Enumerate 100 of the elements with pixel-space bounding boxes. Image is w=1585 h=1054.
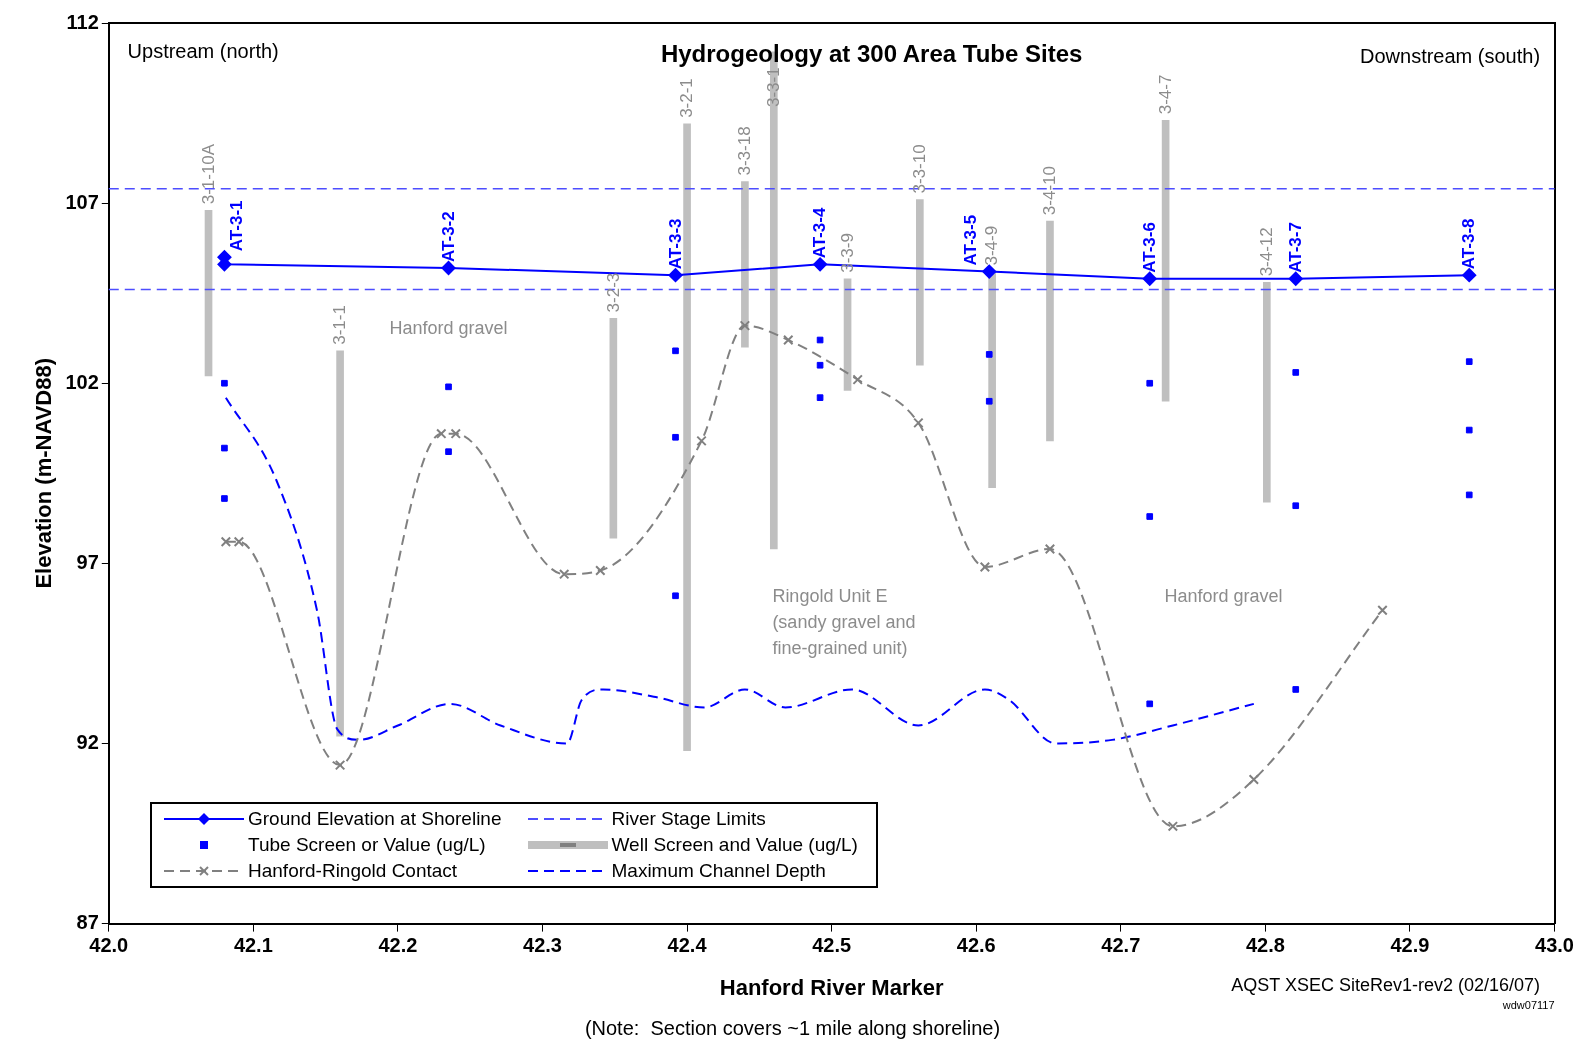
point <box>783 334 794 346</box>
bar <box>609 318 618 539</box>
annotation: 3-3-1 <box>764 67 784 108</box>
point <box>221 379 228 387</box>
text: (Note: Section covers ~1 mile along shoreline) <box>584 1017 1001 1040</box>
annotation: AT-3-5 <box>961 214 981 266</box>
point <box>1377 604 1388 616</box>
point <box>816 361 824 369</box>
annotation: 3-3-10 <box>910 144 930 194</box>
bar <box>988 271 996 489</box>
point <box>334 759 346 771</box>
legend-label: Maximum Channel Depth <box>611 860 826 882</box>
point <box>696 435 707 447</box>
annotation: 3-3-9 <box>837 233 857 273</box>
annotation: AT-3-3 <box>665 218 685 270</box>
point <box>1292 686 1300 693</box>
x-tick-label: 43.0 <box>1535 934 1575 957</box>
x-tick-label: 42.7 <box>1101 934 1141 957</box>
bar <box>1263 282 1271 503</box>
legend-label: River Stage Limits <box>611 808 766 830</box>
point <box>450 428 461 439</box>
point <box>1292 369 1300 376</box>
annotation: AT-3-6 <box>1139 222 1159 273</box>
annotation: 3-4-12 <box>1257 227 1277 277</box>
legend-label: Well Screen and Value (ug/L) <box>611 834 858 856</box>
point <box>982 264 997 279</box>
bar <box>683 123 691 752</box>
point <box>672 433 679 441</box>
point <box>221 495 228 502</box>
annotation: 3-4-10 <box>1040 165 1060 216</box>
bar <box>1161 119 1170 402</box>
annotation: Hanford gravel <box>389 318 508 339</box>
point <box>221 444 228 452</box>
y-tick-label: 92 <box>76 731 99 753</box>
bar <box>1046 220 1054 442</box>
point <box>1462 268 1477 283</box>
bar <box>204 210 213 377</box>
y-tick-label: 107 <box>65 190 99 213</box>
annotation: AT-3-1 <box>226 200 246 252</box>
point <box>985 351 993 358</box>
x-tick-label: 42.2 <box>378 934 418 957</box>
point <box>672 347 679 355</box>
x-tick-label: 42.3 <box>523 934 562 957</box>
annotation: Upstream (north) <box>127 40 279 63</box>
x-tick-label: 42.9 <box>1390 934 1430 957</box>
x-tick-label: 42.8 <box>1245 934 1285 957</box>
point <box>558 568 570 580</box>
bar <box>741 181 749 348</box>
point <box>1146 700 1154 708</box>
point <box>1146 379 1154 387</box>
x-tick-label: 42.1 <box>233 934 273 957</box>
annotation: AT-3-8 <box>1459 218 1479 270</box>
legend-label: Ground Elevation at Shoreline <box>248 808 502 830</box>
annotation: 3-4-7 <box>1155 74 1175 115</box>
point <box>1142 271 1157 286</box>
legend-label: Hanford-Ringold Contact <box>248 860 458 882</box>
annotation: Downstream (south) <box>1360 44 1541 67</box>
annotation: 3-3-18 <box>735 126 755 176</box>
bar <box>916 199 924 366</box>
point <box>445 448 452 456</box>
point <box>739 320 751 331</box>
annotation: Ringold Unit E (sandy gravel and fine-grained unit) <box>772 585 916 658</box>
annotation: 3-2-1 <box>677 78 697 118</box>
x-tick-label: 42.6 <box>956 934 996 957</box>
annotation: 3-2-3 <box>603 272 623 313</box>
point <box>1044 543 1056 555</box>
point <box>816 336 824 344</box>
point <box>852 374 863 385</box>
legend-label: Tube Screen or Value (ug/L) <box>248 834 486 856</box>
point <box>1292 502 1300 510</box>
point <box>979 561 991 573</box>
text: wdw07117 <box>1501 998 1555 1011</box>
point <box>233 536 245 547</box>
point <box>1465 358 1473 365</box>
text: Hydrogeology at 300 Area Tube Sites <box>660 39 1083 67</box>
point <box>816 394 824 401</box>
x-tick-label: 42.4 <box>667 934 708 957</box>
x-axis-title: Hanford River Marker <box>719 974 944 1000</box>
annotation: AT-3-4 <box>810 207 830 259</box>
y-axis-title: Elevation (m-NAVD88) <box>31 357 57 589</box>
x-tick-label: 42.0 <box>89 934 129 957</box>
point <box>1465 426 1473 434</box>
bar <box>843 278 852 391</box>
x-tick-label: 42.5 <box>812 934 852 957</box>
text: AQST XSEC SiteRev1-rev2 (02/16/07) <box>1231 974 1541 995</box>
point <box>668 268 683 283</box>
point <box>220 536 232 547</box>
point <box>595 565 606 576</box>
annotation: AT-3-2 <box>438 211 458 262</box>
y-tick-label: 87 <box>76 911 99 934</box>
annotation: AT-3-7 <box>1285 222 1305 273</box>
annotation: 3-4-9 <box>982 225 1002 266</box>
point <box>436 428 447 439</box>
y-tick-label: 112 <box>66 10 99 33</box>
point <box>913 417 924 429</box>
point <box>813 257 828 272</box>
point <box>1146 513 1154 520</box>
point <box>1465 491 1473 499</box>
annotation: 3-1-10A <box>198 143 218 205</box>
point <box>1288 271 1303 286</box>
